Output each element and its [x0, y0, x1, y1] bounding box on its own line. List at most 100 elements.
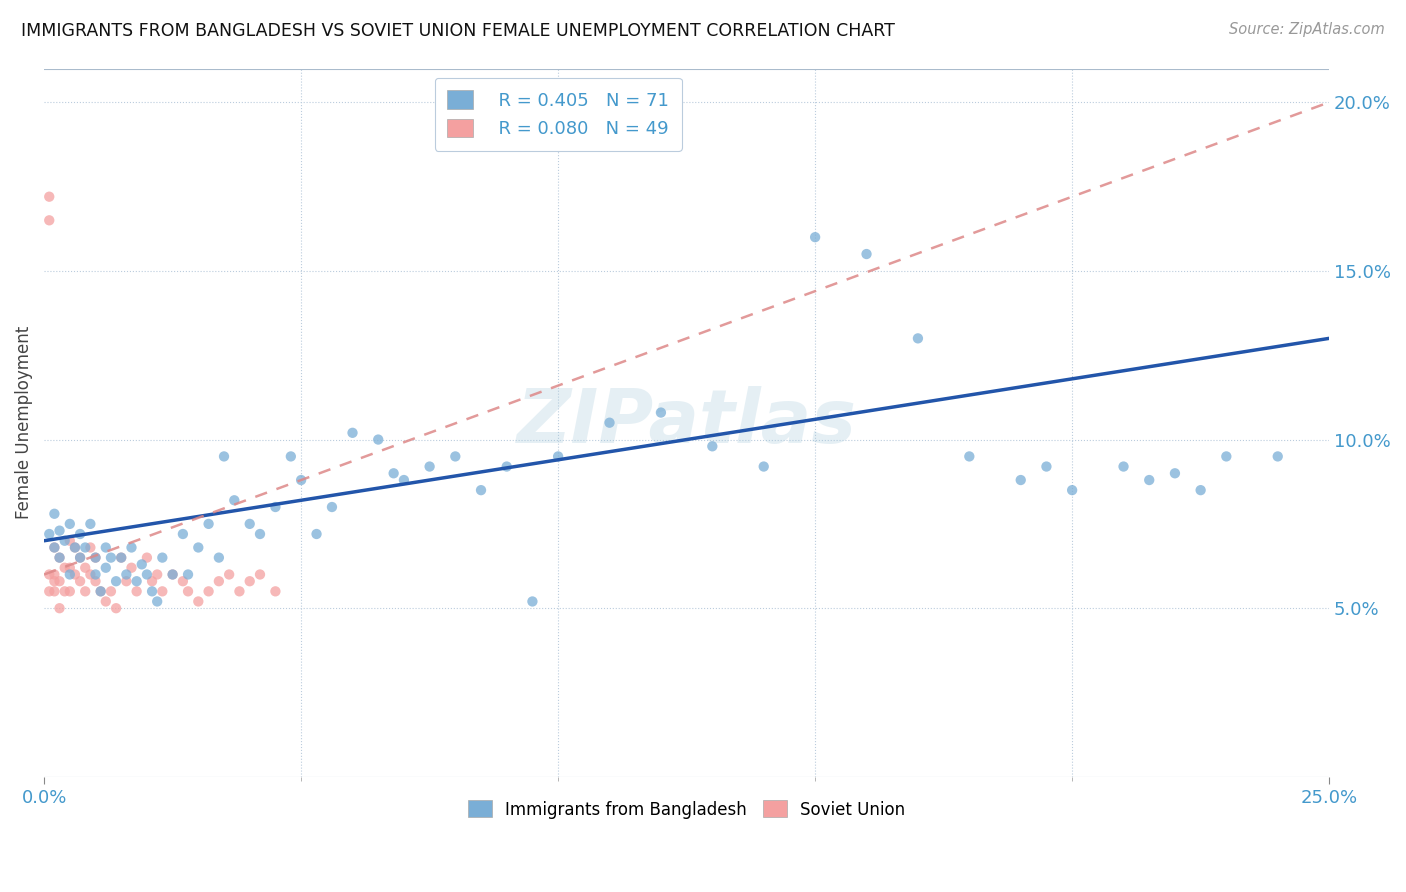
Point: [38, 527, 60, 541]
Point: [44, 574, 66, 589]
Point: [522, 594, 544, 608]
Point: [208, 574, 231, 589]
Point: [53, 533, 76, 548]
Point: [94, 594, 117, 608]
Point: [187, 594, 209, 608]
Point: [59, 560, 82, 574]
Point: [702, 439, 724, 453]
Point: [110, 550, 132, 565]
Point: [38, 584, 60, 599]
Point: [1010, 473, 1032, 487]
Point: [69, 574, 91, 589]
Point: [172, 574, 194, 589]
Point: [141, 584, 163, 599]
Point: [264, 500, 287, 514]
Point: [121, 541, 143, 555]
Point: [187, 541, 209, 555]
Point: [125, 584, 148, 599]
Point: [218, 567, 240, 582]
Point: [752, 459, 775, 474]
Point: [444, 450, 467, 464]
Point: [115, 567, 138, 582]
Point: [94, 560, 117, 574]
Point: [197, 584, 219, 599]
Point: [1112, 459, 1135, 474]
Point: [177, 584, 200, 599]
Point: [290, 473, 312, 487]
Point: [804, 230, 827, 244]
Point: [121, 560, 143, 574]
Point: [342, 425, 364, 440]
Point: [392, 473, 415, 487]
Point: [162, 567, 184, 582]
Point: [1137, 473, 1160, 487]
Point: [264, 584, 287, 599]
Text: IMMIGRANTS FROM BANGLADESH VS SOVIET UNION FEMALE UNEMPLOYMENT CORRELATION CHART: IMMIGRANTS FROM BANGLADESH VS SOVIET UNI…: [21, 22, 896, 40]
Point: [495, 459, 517, 474]
Point: [1035, 459, 1057, 474]
Point: [84, 550, 107, 565]
Point: [212, 450, 235, 464]
Point: [79, 567, 101, 582]
Point: [197, 516, 219, 531]
Point: [94, 541, 117, 555]
Point: [470, 483, 492, 498]
Point: [141, 574, 163, 589]
Point: [75, 584, 97, 599]
Text: ZIPatlas: ZIPatlas: [516, 386, 856, 459]
Point: [53, 584, 76, 599]
Point: [228, 584, 250, 599]
Point: [367, 433, 389, 447]
Point: [48, 524, 70, 538]
Point: [38, 190, 60, 204]
Point: [59, 567, 82, 582]
Point: [172, 527, 194, 541]
Point: [239, 574, 262, 589]
Point: [957, 450, 980, 464]
Point: [44, 507, 66, 521]
Point: [224, 493, 246, 508]
Point: [90, 584, 112, 599]
Text: Source: ZipAtlas.com: Source: ZipAtlas.com: [1229, 22, 1385, 37]
Point: [115, 574, 138, 589]
Point: [208, 550, 231, 565]
Point: [38, 567, 60, 582]
Point: [100, 550, 122, 565]
Point: [69, 550, 91, 565]
Point: [146, 594, 169, 608]
Point: [177, 567, 200, 582]
Point: [855, 247, 877, 261]
Point: [1062, 483, 1084, 498]
Point: [69, 550, 91, 565]
Point: [907, 331, 929, 345]
Point: [146, 567, 169, 582]
Point: [84, 574, 107, 589]
Point: [90, 584, 112, 599]
Point: [79, 516, 101, 531]
Point: [59, 584, 82, 599]
Point: [280, 450, 302, 464]
Point: [63, 541, 86, 555]
Point: [38, 213, 60, 227]
Point: [44, 541, 66, 555]
Point: [63, 541, 86, 555]
Point: [100, 584, 122, 599]
Point: [321, 500, 343, 514]
Point: [150, 584, 173, 599]
Point: [59, 533, 82, 548]
Point: [305, 527, 328, 541]
Point: [1215, 450, 1237, 464]
Point: [419, 459, 441, 474]
Point: [382, 467, 405, 481]
Point: [105, 574, 128, 589]
Point: [125, 574, 148, 589]
Legend: Immigrants from Bangladesh, Soviet Union: Immigrants from Bangladesh, Soviet Union: [461, 794, 911, 825]
Point: [44, 567, 66, 582]
Point: [75, 560, 97, 574]
Point: [1164, 467, 1187, 481]
Point: [1189, 483, 1212, 498]
Point: [44, 584, 66, 599]
Point: [44, 541, 66, 555]
Point: [69, 527, 91, 541]
Point: [599, 416, 621, 430]
